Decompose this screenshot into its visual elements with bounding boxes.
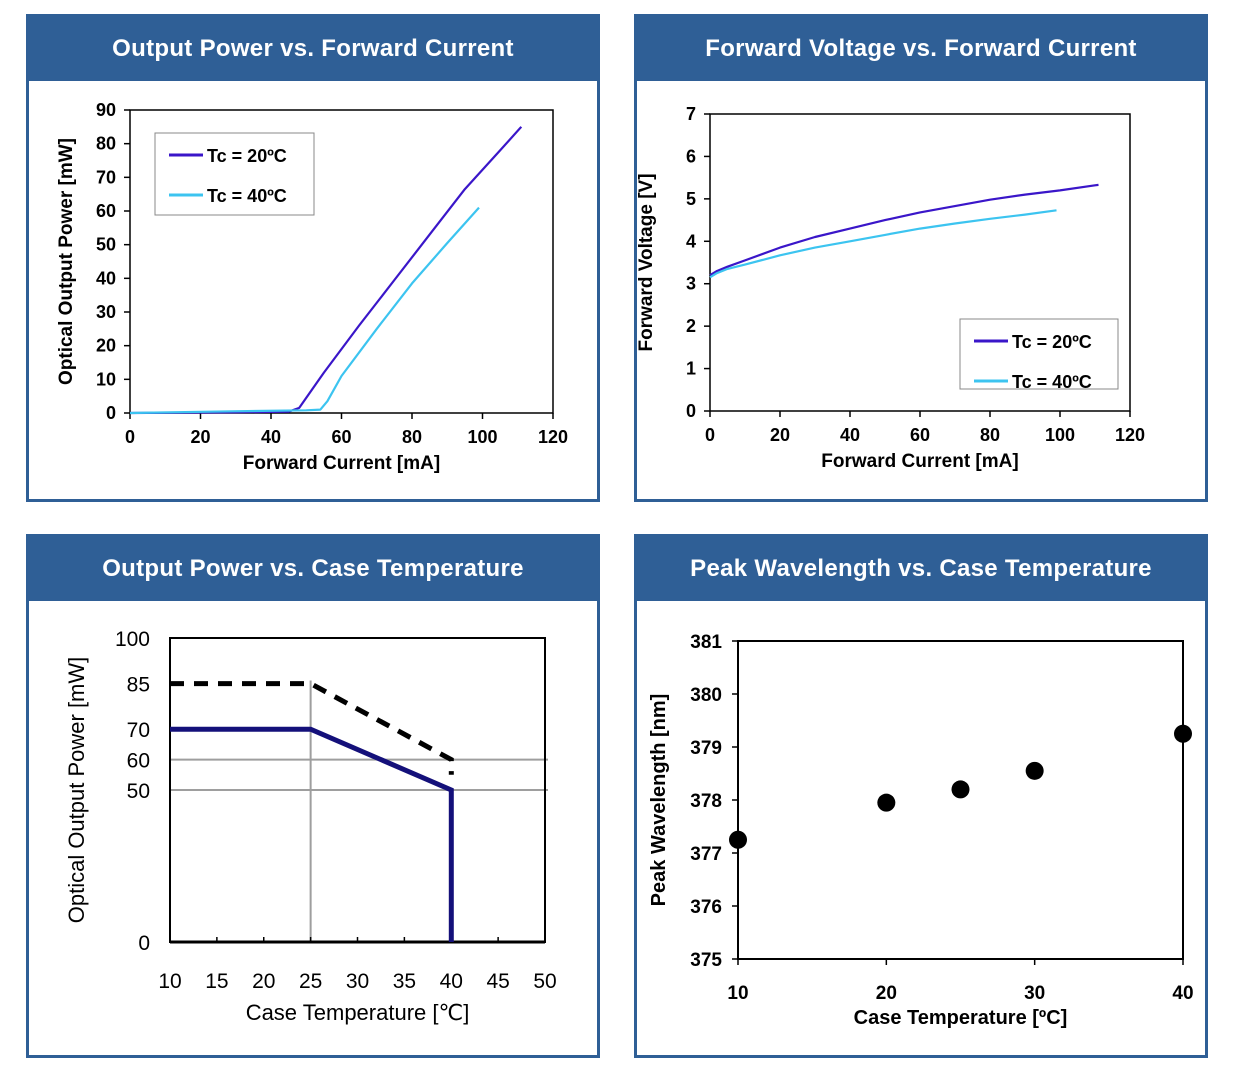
x-tick-label: 60 — [910, 425, 930, 445]
legend-label-1: Tc = 20ºC — [1012, 332, 1092, 352]
panel-title: Peak Wavelength vs. Case Temperature — [637, 537, 1205, 601]
x-axis-label: Case Temperature [ºC] — [854, 1007, 1068, 1029]
y-axis-label: Peak Wavelength [nm] — [648, 694, 670, 907]
x-tick-label: 35 — [393, 970, 416, 993]
x-tick-label: 0 — [125, 427, 135, 447]
x-tick-label: 0 — [705, 425, 715, 445]
y-tick-label: 4 — [686, 231, 696, 251]
y-tick-label: 378 — [690, 791, 722, 812]
legend-box — [154, 132, 315, 216]
x-tick-label: 10 — [158, 970, 181, 993]
legend-label-2: Tc = 40ºC — [207, 186, 287, 206]
scatter-point — [951, 780, 970, 799]
y-tick-label: 60 — [127, 750, 150, 773]
x-tick-label: 80 — [980, 425, 1000, 445]
y-tick-label: 40 — [96, 268, 116, 288]
y-tick-label: 70 — [96, 167, 116, 187]
series-line-2 — [709, 209, 1057, 279]
y-tick-label: 30 — [96, 302, 116, 322]
x-tick-label: 40 — [840, 425, 860, 445]
series-line-dashed — [170, 681, 454, 775]
y-tick-label: 1 — [686, 359, 696, 379]
legend-label-1: Tc = 20ºC — [207, 146, 287, 166]
series-line-solid — [170, 726, 454, 942]
x-tick-label: 20 — [876, 983, 897, 1004]
x-axis-label: Forward Current [mA] — [243, 453, 440, 474]
y-tick-label: 80 — [96, 134, 116, 154]
legend-label-2: Tc = 40ºC — [1012, 372, 1092, 392]
y-tick-label: 6 — [686, 146, 696, 166]
x-tick-label: 15 — [205, 970, 228, 993]
x-tick-label: 120 — [538, 427, 568, 447]
plot-frame — [737, 640, 1184, 960]
panel-title: Output Power vs. Forward Current — [29, 17, 597, 81]
chart-peak-wavelength-vs-temperature: 10 20 30 40 375 376 377 378 379 380 381 Case Temper… — [648, 632, 1194, 1029]
x-tick-label: 40 — [1172, 983, 1193, 1004]
y-axis-label: Forward Voltage [V] — [637, 173, 657, 351]
x-tick-label: 40 — [440, 970, 463, 993]
x-tick-label: 80 — [402, 427, 422, 447]
y-tick-label: 2 — [686, 316, 696, 336]
legend-box — [959, 318, 1119, 390]
series-line-1 — [129, 126, 523, 415]
y-tick-label: 50 — [127, 780, 150, 803]
scatter-point — [1025, 761, 1044, 780]
y-tick-label: 376 — [690, 897, 722, 918]
x-axis-label: Forward Current [mA] — [821, 451, 1018, 472]
scatter-point — [1174, 724, 1192, 743]
panel-title: Output Power vs. Case Temperature — [29, 537, 597, 601]
y-tick-label: 7 — [686, 104, 696, 124]
y-tick-label: 70 — [127, 719, 150, 742]
chart-panel-output-power-vs-current: Output Power vs. Forward Current 0 20 40 60… — [26, 14, 600, 502]
chart-panel-output-power-vs-temperature: Output Power vs. Case Temperature 10 15 20… — [26, 534, 600, 1058]
y-tick-label: 380 — [690, 685, 722, 706]
y-tick-label: 0 — [138, 932, 150, 955]
y-tick-label: 379 — [690, 738, 722, 759]
x-tick-label: 30 — [1024, 983, 1045, 1004]
x-axis-label: Case Temperature [℃] — [246, 1000, 470, 1025]
x-tick-label: 45 — [486, 970, 509, 993]
x-tick-label: 30 — [346, 970, 369, 993]
y-tick-label: 50 — [96, 235, 116, 255]
chart-forward-voltage-vs-current: 0 20 40 60 80 100 120 0 1 2 3 4 5 6 7 Forward Current [… — [637, 104, 1145, 472]
scatter-point — [877, 793, 896, 812]
x-tick-label: 25 — [299, 970, 322, 993]
y-tick-label: 10 — [96, 369, 116, 389]
y-tick-label: 5 — [686, 189, 696, 209]
x-tick-label: 100 — [467, 427, 497, 447]
chart-panel-peak-wavelength-vs-temperature: Peak Wavelength vs. Case Temperature 10 2… — [634, 534, 1208, 1058]
chart-panel-forward-voltage-vs-current: Forward Voltage vs. Forward Current 0 20 4… — [634, 14, 1208, 502]
x-tick-label: 50 — [533, 970, 556, 993]
y-tick-label: 375 — [690, 950, 722, 971]
x-tick-label: 100 — [1045, 425, 1075, 445]
chart-output-power-vs-current: 0 20 40 60 80 100 120 0 10 20 30 40 50 60 70 80 90 Forwar… — [56, 100, 568, 474]
x-tick-label: 10 — [727, 983, 748, 1004]
chart-output-power-vs-temperature: 10 15 20 25 30 35 40 45 50 0 50 60 70 85 100 Case Tempe… — [64, 628, 557, 1025]
y-axis-label: Optical Output Power [mW] — [64, 657, 89, 924]
y-axis-label: Optical Output Power [mW] — [56, 138, 77, 385]
y-tick-label: 377 — [690, 844, 722, 865]
y-tick-label: 85 — [127, 674, 150, 697]
x-tick-label: 20 — [190, 427, 210, 447]
scatter-point — [729, 830, 747, 849]
y-tick-label: 0 — [106, 403, 116, 423]
x-tick-label: 60 — [331, 427, 351, 447]
series-line-2 — [129, 206, 480, 415]
y-tick-label: 20 — [96, 336, 116, 356]
y-tick-label: 90 — [96, 100, 116, 120]
y-tick-label: 100 — [115, 628, 150, 651]
x-tick-label: 40 — [261, 427, 281, 447]
series-line-1 — [709, 183, 1099, 277]
x-tick-label: 20 — [770, 425, 790, 445]
y-tick-label: 60 — [96, 201, 116, 221]
y-tick-label: 381 — [690, 632, 722, 653]
y-tick-label: 3 — [686, 274, 696, 294]
panel-title: Forward Voltage vs. Forward Current — [637, 17, 1205, 81]
y-tick-label: 0 — [686, 401, 696, 421]
x-tick-label: 120 — [1115, 425, 1145, 445]
x-tick-label: 20 — [252, 970, 275, 993]
